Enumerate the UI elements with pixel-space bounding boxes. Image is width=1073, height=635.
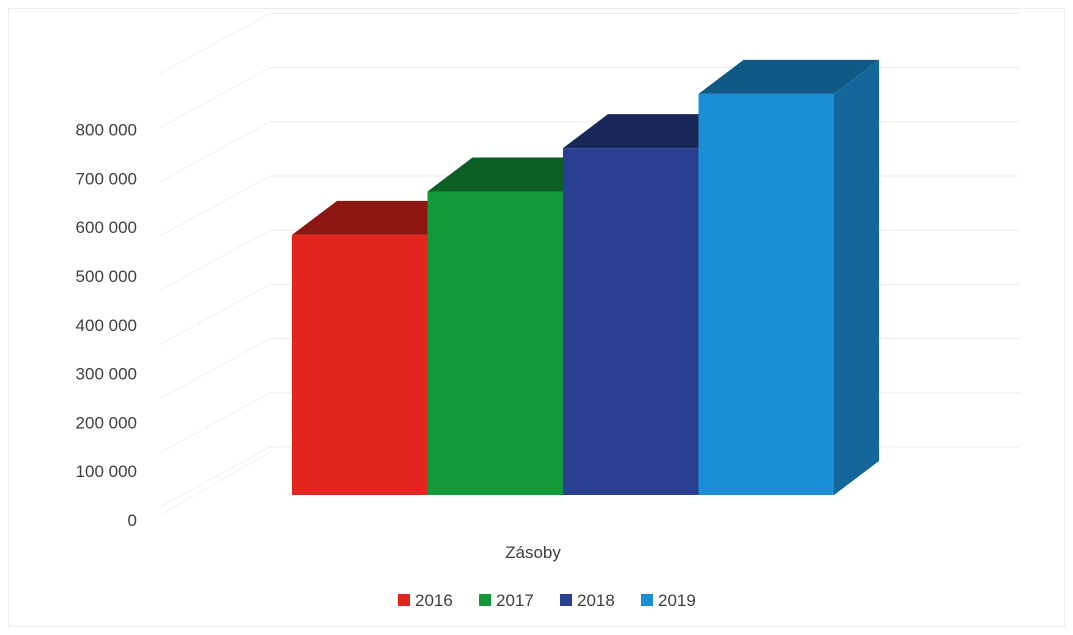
x-axis-categories: Zásoby — [505, 543, 561, 562]
y-tick-label: 600 000 — [76, 218, 137, 237]
legend-item-2017: 2017 — [479, 591, 534, 610]
gridline — [160, 68, 1020, 128]
bar-front-face — [428, 191, 564, 495]
bar-front-face — [292, 235, 428, 495]
y-tick-label: 700 000 — [76, 169, 137, 188]
y-tick-label: 400 000 — [76, 316, 137, 335]
bars — [292, 60, 879, 495]
legend-label: 2017 — [496, 591, 534, 610]
y-tick-label: 800 000 — [76, 121, 137, 140]
legend-swatch — [560, 594, 572, 606]
legend-swatch — [479, 594, 491, 606]
floor-edge — [160, 452, 270, 515]
x-category-label: Zásoby — [505, 543, 561, 562]
bar-side-face — [834, 60, 879, 495]
legend: 2016 2017 2018 2019 — [398, 591, 696, 610]
y-tick-label: 500 000 — [76, 267, 137, 286]
gridline — [160, 13, 1020, 73]
bar-front-face — [563, 148, 699, 495]
chart-floor — [160, 452, 270, 515]
bar-2019 — [699, 60, 880, 495]
legend-label: 2019 — [658, 591, 696, 610]
legend-item-2016: 2016 — [398, 591, 453, 610]
y-tick-label: 100 000 — [76, 462, 137, 481]
y-axis-ticks: 0 100 000 200 000 300 000 400 000 500 000 600 … — [76, 121, 137, 530]
y-tick-label: 300 000 — [76, 365, 137, 384]
legend-item-2019: 2019 — [641, 591, 696, 610]
y-tick-label: 0 — [128, 511, 137, 530]
legend-swatch — [641, 594, 653, 606]
bar-front-face — [699, 94, 835, 495]
legend-label: 2018 — [577, 591, 615, 610]
legend-swatch — [398, 594, 410, 606]
y-tick-label: 200 000 — [76, 413, 137, 432]
legend-label: 2016 — [415, 591, 453, 610]
legend-item-2018: 2018 — [560, 591, 615, 610]
